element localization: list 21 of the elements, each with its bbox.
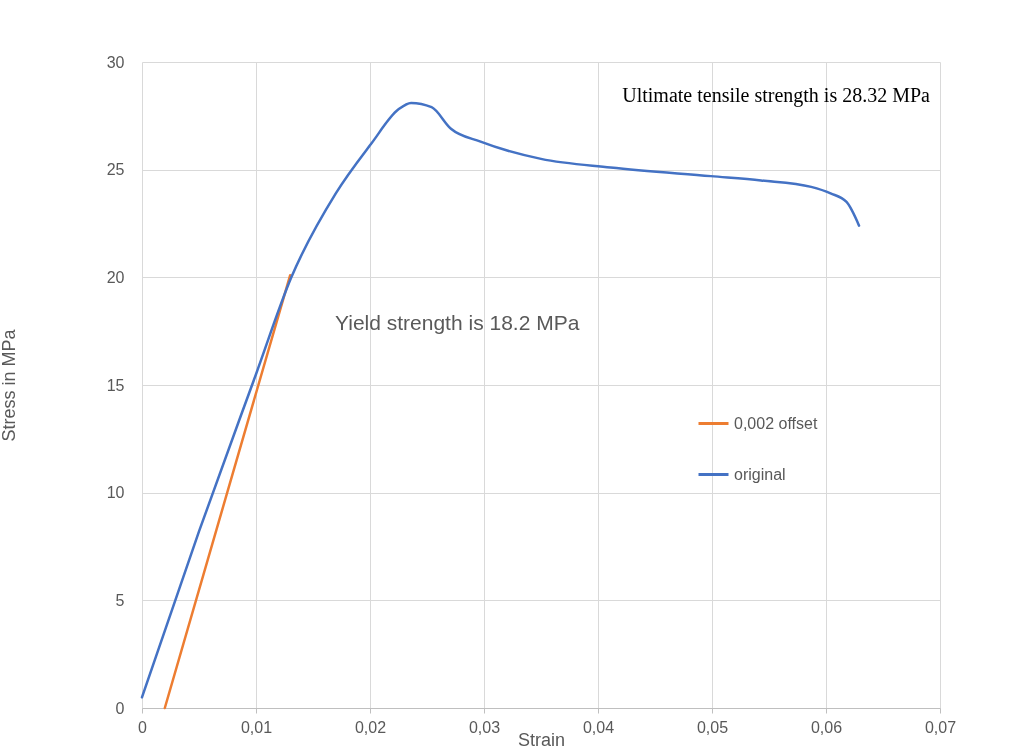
y-axis-title: Stress in MPa <box>0 328 19 442</box>
y-tick-label: 5 <box>115 591 125 609</box>
x-tick-label: 0,06 <box>810 718 843 736</box>
legend-label: original <box>734 465 786 483</box>
x-tick-label: 0,07 <box>924 718 957 736</box>
annotation: Ultimate tensile strength is 28.32 MPa <box>622 84 931 107</box>
y-tick-label: 15 <box>106 376 125 394</box>
y-tick-label: 0 <box>115 699 125 717</box>
x-tick-label: 0,03 <box>468 718 501 736</box>
x-tick-label: 0,01 <box>240 718 273 736</box>
annotation: Yield strength is 18.2 MPa <box>335 311 580 334</box>
legend-label: 0,002 offset <box>734 414 818 432</box>
x-tick-label: 0,02 <box>354 718 387 736</box>
x-tick-label: 0,05 <box>696 718 729 736</box>
y-tick-label: 10 <box>106 484 125 502</box>
y-tick-label: 20 <box>106 268 125 286</box>
y-tick-label: 30 <box>106 53 125 71</box>
x-tick-label: 0 <box>138 718 148 736</box>
x-axis-title: Strain <box>517 729 566 750</box>
y-tick-label: 25 <box>106 161 125 179</box>
x-tick-label: 0,04 <box>582 718 615 736</box>
